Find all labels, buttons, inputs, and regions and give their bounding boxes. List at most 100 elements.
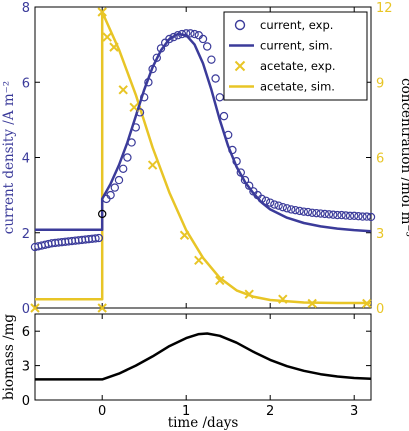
current-exp-point: [312, 208, 321, 218]
acetate-exp-point: [362, 298, 372, 309]
current-exp-point: [110, 183, 120, 192]
bottom-y-tick-label: 6: [22, 325, 30, 340]
current-exp-point: [287, 205, 296, 214]
current-exp-point: [295, 206, 304, 216]
current-exp-point: [270, 200, 279, 209]
bottom-plot-frame: [34, 313, 372, 401]
legend-label: current, sim.: [260, 39, 333, 53]
acetate-exp-point: [97, 303, 107, 313]
current-exp-point: [345, 211, 355, 221]
current-exp-point: [165, 34, 174, 44]
current-exp-point: [257, 194, 266, 204]
acetate-exp-point: [102, 32, 112, 42]
current-exp-point: [350, 211, 359, 221]
current-exp-point: [291, 205, 300, 215]
current-exp-point: [131, 123, 140, 132]
acetate-exp-point: [179, 230, 190, 240]
left-y-tick-label: 8: [22, 1, 30, 16]
acetate-exp-point: [97, 7, 107, 17]
left-y-tick-label: 2: [22, 227, 30, 242]
current-exp-point: [329, 210, 338, 219]
right-y-tick-label: 3: [376, 227, 384, 242]
current-exp-point: [354, 211, 363, 221]
bottom-y-tick-label: 0: [22, 394, 30, 409]
current-exp-point: [232, 157, 241, 166]
current-exp-point: [139, 93, 149, 102]
acetate-exp-point: [109, 42, 119, 52]
left-y-tick-label: 0: [22, 302, 30, 317]
current-exp-point: [190, 29, 199, 39]
right-y-tick-label: 6: [376, 152, 384, 167]
legend: current, exp. current, sim. acetate, exp. a…: [223, 11, 368, 101]
legend-circle-icon: [234, 19, 246, 31]
current-exp-point: [198, 34, 208, 44]
current-exp-point: [236, 168, 245, 177]
current-exp-point: [186, 29, 195, 38]
acetate-exp-point: [244, 289, 254, 299]
bottom-y-tick-label: 3: [22, 360, 30, 375]
current-exp-point: [308, 208, 317, 218]
left-y-axis-title: current density /A m⁻²: [1, 81, 17, 234]
current-exp-point: [202, 42, 212, 51]
concentration-current-plot: 0 2 4 6 8 0 3 6 9 12 current density /A m⁻² concent…: [1, 1, 409, 317]
current-exp-point: [341, 211, 350, 220]
current-exp-point: [228, 145, 237, 155]
current-exp-point: [123, 153, 132, 162]
current-exp-point: [261, 196, 271, 205]
acetate-exp-point: [30, 303, 40, 313]
acetate-exp-point: [194, 255, 204, 266]
legend-x-icon: [234, 60, 246, 72]
top-plot-data: [30, 7, 376, 313]
biomass-y-axis-title: biomass /mg: [1, 314, 17, 400]
biomass-plot: 0 3 6 0 1 2 3 biomass /mg time /days: [1, 313, 372, 431]
acetate-sim-line: [35, 10, 371, 305]
right-y-tick-label: 9: [376, 76, 384, 91]
x-tick-label: 2: [266, 404, 274, 419]
current-exp-point: [156, 44, 166, 53]
x-tick-label: 1: [182, 404, 190, 419]
x-tick-label: 3: [350, 404, 358, 419]
current-exp-point: [219, 111, 229, 121]
x-axis-title: time /days: [168, 415, 239, 431]
current-exp-point: [366, 212, 376, 222]
biomass-line: [35, 332, 372, 381]
current-exp-point: [169, 32, 178, 42]
current-exp-point: [274, 201, 283, 210]
current-exp-point: [303, 207, 313, 217]
current-exp-point: [135, 108, 145, 117]
right-y-tick-label: 12: [376, 1, 393, 16]
current-exp-point: [337, 210, 346, 220]
current-exp-point: [299, 207, 308, 216]
left-y-tick-label: 4: [22, 152, 30, 167]
current-exp-point: [181, 29, 191, 38]
acetate-exp-point: [147, 160, 158, 170]
current-exp-point: [152, 53, 161, 62]
current-exp-point: [240, 175, 250, 185]
current-exp-point: [207, 55, 216, 64]
current-exp-point: [333, 210, 342, 220]
current-exp-point: [127, 138, 136, 147]
x-tick-label: 0: [98, 404, 106, 419]
current-exp-point: [177, 29, 187, 39]
legend-label: acetate, sim.: [260, 80, 335, 94]
current-exp-point: [362, 212, 371, 221]
left-y-tick-label: 6: [22, 76, 30, 91]
current-exp-point: [114, 175, 124, 185]
current-exp-point: [97, 209, 107, 219]
current-exp-point: [106, 190, 115, 200]
current-exp-point: [173, 31, 182, 40]
current-exp-point: [244, 181, 254, 190]
right-y-axis-title: concentration /mol m⁻³: [398, 78, 409, 237]
current-exp-point: [94, 233, 104, 243]
current-exp-point: [358, 212, 367, 221]
current-exp-point: [144, 78, 153, 87]
current-exp-point: [266, 198, 275, 207]
current-exp-point: [282, 204, 292, 213]
acetate-exp-point: [215, 275, 225, 286]
acetate-exp-point: [307, 298, 317, 309]
current-exp-point: [215, 93, 224, 102]
current-exp-point: [118, 164, 128, 173]
current-exp-point: [316, 209, 325, 218]
legend-label: acetate, exp.: [260, 59, 336, 73]
